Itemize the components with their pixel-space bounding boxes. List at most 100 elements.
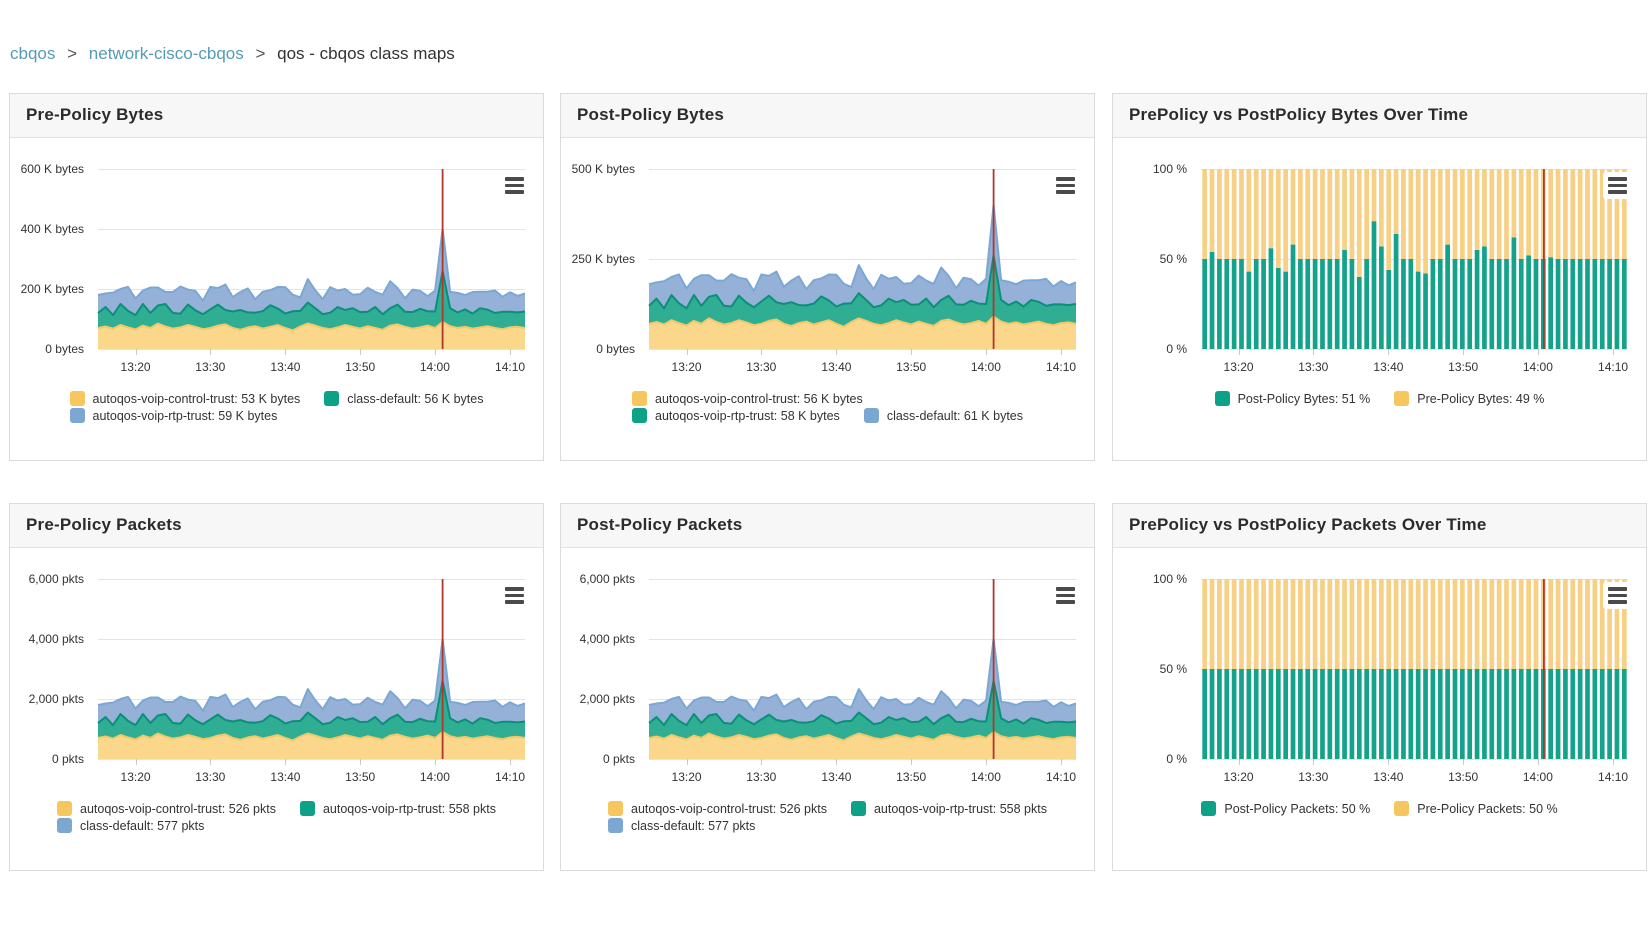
chart-area: 600 K bytes 400 K bytes 200 K bytes 0 bytes…: [10, 138, 543, 460]
bar-segment-pre-policy-bytes: [1460, 169, 1465, 259]
legend-item[interactable]: autoqos-voip-control-trust: 53 K bytes: [69, 391, 300, 406]
breadcrumb-link-cbqos[interactable]: cbqos: [10, 44, 56, 63]
bar-segment-post-policy-bytes: [1592, 259, 1598, 349]
bar-segment-pre-policy-packets: [1408, 579, 1414, 669]
legend-item[interactable]: autoqos-voip-control-trust: 526 pkts: [608, 801, 827, 816]
legend-item[interactable]: autoqos-voip-rtp-trust: 558 pkts: [299, 801, 496, 816]
bar-segment-pre-policy-packets: [1482, 579, 1487, 669]
bar-segment-pre-policy-packets: [1437, 579, 1443, 669]
bar-segment-pre-policy-packets: [1599, 579, 1605, 669]
legend-item[interactable]: Pre-Policy Packets: 50 %: [1394, 801, 1558, 816]
bar-segment-post-policy-bytes: [1563, 259, 1568, 349]
bar-segment-pre-policy-bytes: [1239, 169, 1244, 259]
legend-item[interactable]: class-default: 577 pkts: [57, 818, 204, 833]
bar-segment-pre-policy-bytes: [1592, 169, 1598, 259]
bar-segment-pre-policy-bytes: [1526, 169, 1531, 256]
bar-segment-post-policy-packets: [1563, 669, 1568, 759]
bar-segment-pre-policy-bytes: [1356, 169, 1362, 277]
bar-segment-pre-policy-bytes: [1305, 169, 1311, 259]
bar-segment-post-policy-packets: [1423, 669, 1428, 759]
legend-item[interactable]: autoqos-voip-rtp-trust: 59 K bytes: [69, 408, 277, 423]
bar-segment-post-policy-bytes: [1342, 250, 1347, 349]
chart-menu-button[interactable]: [1603, 172, 1632, 199]
bar-segment-pre-policy-bytes: [1379, 169, 1384, 247]
bar-segment-post-policy-packets: [1489, 669, 1495, 759]
legend-item[interactable]: Post-Policy Bytes: 51 %: [1214, 391, 1370, 406]
legend-item[interactable]: autoqos-voip-rtp-trust: 58 K bytes: [632, 408, 840, 423]
x-axis-label: 14:00: [419, 770, 450, 784]
legend-swatch: [324, 391, 340, 406]
bar-segment-pre-policy-bytes: [1283, 169, 1289, 272]
legend-label: autoqos-voip-rtp-trust: 558 pkts: [322, 801, 496, 816]
bar-segment-pre-policy-packets: [1570, 579, 1576, 669]
area-series-edge-class-default: [648, 204, 1077, 292]
bar-segment-post-policy-packets: [1217, 669, 1222, 759]
bar-segment-post-policy-bytes: [1533, 259, 1539, 349]
bar-segment-pre-policy-bytes: [1224, 169, 1230, 259]
bar-segment-pre-policy-packets: [1379, 579, 1384, 669]
breadcrumb-link-network-cisco-cbqos[interactable]: network-cisco-cbqos: [88, 44, 244, 63]
bar-segment-pre-policy-bytes: [1423, 169, 1428, 274]
x-axis-label: 13:20: [1223, 770, 1254, 784]
legend-swatch: [299, 801, 315, 816]
chart-menu-button[interactable]: [1051, 172, 1080, 199]
x-axis-label: 13:30: [195, 770, 226, 784]
bar-segment-pre-policy-packets: [1445, 579, 1450, 669]
chart-menu-button[interactable]: [1051, 582, 1080, 609]
chart-legend: autoqos-voip-control-trust: 526 pkts auto…: [561, 801, 1094, 833]
chart-menu-button[interactable]: [1603, 582, 1632, 609]
area-series-edge-class-default: [648, 638, 1077, 712]
bar-segment-pre-policy-bytes: [1452, 169, 1458, 259]
legend-swatch: [57, 801, 73, 816]
y-axis-label: 6,000 pkts: [579, 572, 635, 586]
chart-plot: [1201, 579, 1628, 765]
bar-segment-post-policy-bytes: [1275, 268, 1281, 349]
x-axis-label: 13:50: [896, 360, 927, 374]
chart-menu-button[interactable]: [500, 582, 529, 609]
bar-segment-post-policy-packets: [1452, 669, 1458, 759]
bar-segment-post-policy-packets: [1342, 669, 1347, 759]
hamburger-icon: [1056, 177, 1075, 181]
bar-segment-post-policy-packets: [1415, 669, 1421, 759]
bar-segment-post-policy-bytes: [1467, 259, 1473, 349]
legend-item[interactable]: autoqos-voip-rtp-trust: 558 pkts: [850, 801, 1047, 816]
bar-segment-pre-policy-packets: [1246, 579, 1252, 669]
panel-header: Post-Policy Packets: [561, 504, 1094, 548]
legend-item[interactable]: class-default: 577 pkts: [608, 818, 755, 833]
panel-header: PrePolicy vs PostPolicy Packets Over Tim…: [1113, 504, 1646, 548]
bar-segment-pre-policy-packets: [1312, 579, 1318, 669]
bar-segment-pre-policy-bytes: [1290, 169, 1296, 245]
bar-segment-pre-policy-packets: [1239, 579, 1244, 669]
legend-item[interactable]: autoqos-voip-control-trust: 526 pkts: [57, 801, 276, 816]
legend-item[interactable]: Post-Policy Packets: 50 %: [1201, 801, 1370, 816]
legend-swatch: [1394, 391, 1410, 406]
legend-item[interactable]: autoqos-voip-control-trust: 56 K bytes: [632, 391, 863, 406]
chart-legend: Post-Policy Packets: 50 % Pre-Policy Pack…: [1113, 801, 1646, 816]
legend-swatch: [1214, 391, 1230, 406]
bar-segment-pre-policy-bytes: [1599, 169, 1605, 259]
area-series-edge-autoqos-voip-rtp-trust: [97, 680, 526, 727]
bar-segment-pre-policy-packets: [1563, 579, 1568, 669]
x-axis-label: 13:40: [270, 770, 301, 784]
area-series-edge-autoqos-voip-rtp-trust: [97, 228, 526, 302]
bar-segment-post-policy-packets: [1511, 669, 1517, 759]
bar-segment-post-policy-packets: [1290, 669, 1296, 759]
bar-segment-pre-policy-bytes: [1504, 169, 1509, 259]
bar-segment-post-policy-bytes: [1401, 259, 1406, 349]
chart-area: 500 K bytes 250 K bytes 0 bytes 13:20 13:30 1…: [561, 138, 1094, 460]
panel-title: Pre-Policy Packets: [26, 515, 182, 534]
chart-menu-button[interactable]: [500, 172, 529, 199]
bar-segment-pre-policy-packets: [1217, 579, 1222, 669]
legend-item[interactable]: class-default: 61 K bytes: [863, 408, 1023, 423]
bar-segment-pre-policy-packets: [1467, 579, 1473, 669]
bar-segment-pre-policy-packets: [1356, 579, 1362, 669]
bar-segment-post-policy-packets: [1386, 669, 1392, 759]
bar-segment-post-policy-bytes: [1305, 259, 1311, 349]
bar-segment-post-policy-bytes: [1261, 259, 1266, 349]
bar-segment-post-policy-packets: [1401, 669, 1406, 759]
bar-segment-post-policy-bytes: [1253, 259, 1259, 349]
bar-segment-pre-policy-bytes: [1298, 169, 1303, 259]
legend-item[interactable]: Pre-Policy Bytes: 49 %: [1394, 391, 1544, 406]
legend-item[interactable]: class-default: 56 K bytes: [324, 391, 483, 406]
x-axis-label: 14:10: [1046, 360, 1077, 374]
